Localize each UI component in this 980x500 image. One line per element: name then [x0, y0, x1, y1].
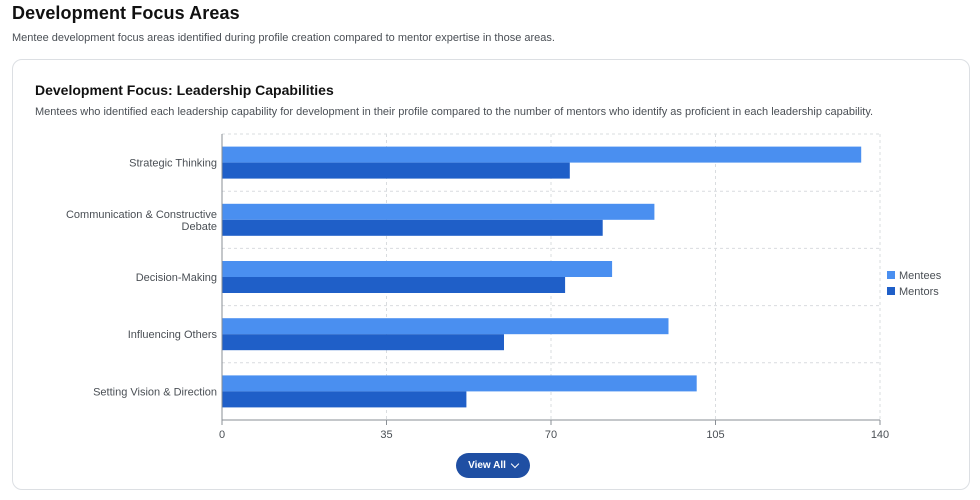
card-title: Development Focus: Leadership Capabiliti…: [35, 82, 334, 98]
bar-chart: Strategic Thinking Communication & Constr…: [66, 133, 942, 441]
page-title: Development Focus Areas: [12, 3, 240, 23]
chart-card: Development Focus: Leadership Capabiliti…: [12, 59, 970, 490]
bar-mentors-2: [222, 219, 603, 236]
page-subtitle: Mentee development focus areas identifie…: [12, 32, 555, 44]
x-tick-label: 70: [545, 429, 557, 441]
legend-swatch-mentors: [887, 287, 895, 295]
view-all-button[interactable]: View All: [456, 453, 530, 478]
category-label: Influencing Others: [128, 329, 218, 341]
legend-swatch-mentees: [887, 271, 895, 279]
bar-mentors-3: [222, 277, 566, 293]
bar-mentors-4: [222, 334, 504, 351]
card-subtitle: Mentees who identified each leadership c…: [35, 106, 874, 118]
category-label: Decision-Making: [136, 272, 217, 284]
bar-mentees-4: [222, 318, 669, 335]
view-all-label: View All: [468, 460, 506, 471]
x-tick-label: 140: [871, 429, 889, 441]
bar-mentees-2: [222, 203, 655, 220]
bar-mentors-5: [222, 391, 467, 408]
category-label: Communication & Constructive Debate: [66, 209, 217, 233]
x-tick-label: 35: [380, 429, 392, 441]
bar-mentees-3: [222, 261, 613, 277]
category-label: Strategic Thinking: [129, 158, 217, 170]
bar-mentees-5: [222, 375, 697, 392]
category-label: Setting Vision & Direction: [93, 386, 217, 398]
legend-label-mentors: Mentors: [899, 286, 939, 298]
x-tick-label: 105: [706, 429, 724, 441]
x-tick-label: 0: [219, 429, 225, 441]
bar-mentees-1: [222, 146, 862, 163]
chevron-down-icon: [510, 459, 520, 469]
legend-label-mentees: Mentees: [899, 270, 942, 282]
bar-mentors-1: [222, 162, 570, 179]
